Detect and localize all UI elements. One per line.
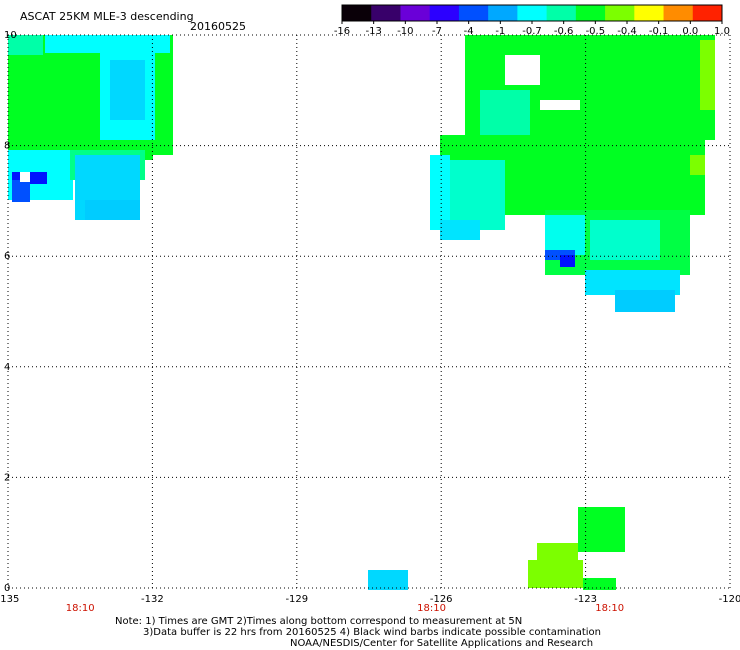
time-label: 18:10	[417, 603, 446, 614]
time-label: 18:10	[66, 603, 95, 614]
map-date: 20160525	[190, 20, 246, 33]
lon-tick-label: -132	[141, 594, 164, 605]
map-title: ASCAT 25KM MLE-3 descending	[20, 10, 194, 23]
colorbar-label: -0.5	[586, 26, 606, 37]
swath-south	[368, 507, 625, 590]
colorbar: -16 -13 -10 -7 -4 -1 -0.7 -0.6 -0.5 -0.4 -0.1 0.0 1.…	[334, 4, 730, 37]
note-line-3: NOAA/NESDIS/Center for Satellite Applica…	[290, 638, 594, 649]
swath-east	[430, 35, 715, 312]
colorbar-swatch	[575, 5, 606, 21]
colorbar-label: -1	[495, 26, 505, 37]
lat-tick-label: 10	[4, 30, 17, 41]
time-label: 18:10	[595, 603, 624, 614]
colorbar-swatch	[692, 5, 723, 21]
colorbar-label: -0.7	[522, 26, 542, 37]
lat-tick-label: 8	[4, 141, 10, 152]
colorbar-swatch	[488, 5, 518, 21]
colorbar-swatch	[429, 5, 460, 21]
note-line-1: Note: 1) Times are GMT 2)Times along bot…	[115, 616, 523, 627]
lat-tick-label: 6	[4, 251, 10, 262]
lat-tick-label: 2	[4, 472, 10, 483]
lat-tick-label: 4	[4, 362, 10, 373]
colorbar-swatch	[605, 5, 635, 21]
map-ticks: -135 -132 -129 -126 -123 -120 10 8 6 4 2 0 18:10 18:1…	[0, 30, 740, 614]
colorbar-label: -13	[365, 26, 381, 37]
lon-tick-label: -123	[574, 594, 597, 605]
colorbar-swatch	[634, 5, 665, 21]
colorbar-swatch	[371, 5, 401, 21]
colorbar-swatch	[663, 5, 694, 21]
colorbar-swatch	[517, 5, 548, 21]
colorbar-label: -10	[397, 26, 413, 37]
colorbar-label: 1.0	[714, 26, 730, 37]
swath-west	[8, 35, 173, 220]
colorbar-label: -0.4	[617, 26, 637, 37]
colorbar-label: 0.0	[682, 26, 698, 37]
note-line-2: 3)Data buffer is 22 hrs from 20160525 4)…	[143, 627, 601, 638]
colorbar-swatch	[458, 5, 489, 21]
map-grid	[7, 34, 731, 589]
lat-tick-label: 0	[4, 583, 10, 594]
lon-tick-label: -120	[719, 594, 740, 605]
colorbar-label: -4	[464, 26, 474, 37]
colorbar-label: -7	[432, 26, 442, 37]
colorbar-swatch	[400, 5, 431, 21]
lon-tick-label: -135	[0, 594, 19, 605]
colorbar-label: -16	[334, 26, 350, 37]
colorbar-label: -0.6	[554, 26, 574, 37]
colorbar-swatch	[342, 5, 372, 21]
colorbar-label: -0.1	[649, 26, 669, 37]
lon-tick-label: -129	[285, 594, 308, 605]
colorbar-swatch	[546, 5, 577, 21]
lon-tick-label: -126	[430, 594, 453, 605]
